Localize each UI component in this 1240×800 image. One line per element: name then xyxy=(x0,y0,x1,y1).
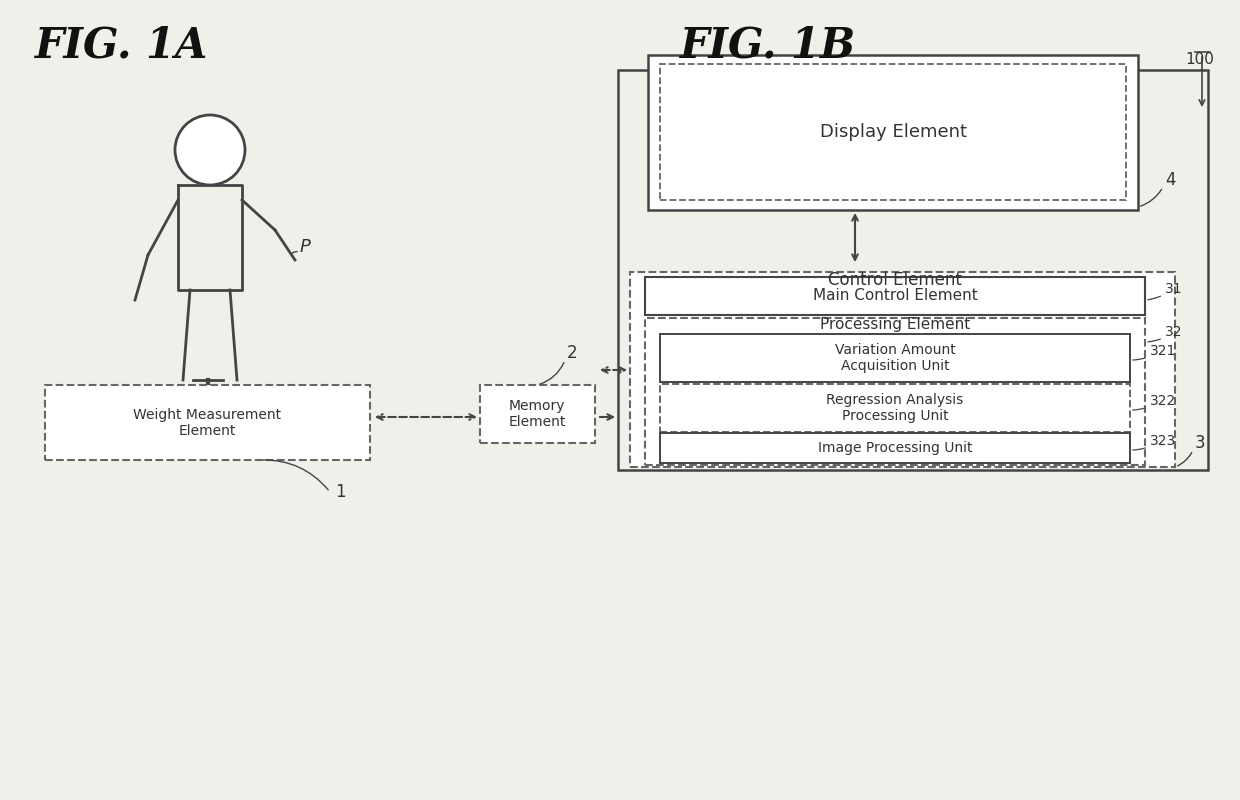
Text: Regression Analysis
Processing Unit: Regression Analysis Processing Unit xyxy=(826,393,963,423)
Text: Weight Measurement
Element: Weight Measurement Element xyxy=(133,408,281,438)
FancyBboxPatch shape xyxy=(630,272,1176,467)
FancyBboxPatch shape xyxy=(660,64,1126,200)
FancyBboxPatch shape xyxy=(660,433,1130,463)
Text: P: P xyxy=(300,238,311,256)
FancyBboxPatch shape xyxy=(645,318,1145,465)
Text: 31: 31 xyxy=(1166,282,1183,296)
Text: Control Element: Control Element xyxy=(828,271,962,289)
FancyBboxPatch shape xyxy=(649,55,1138,210)
Text: 322: 322 xyxy=(1149,394,1177,408)
Text: 32: 32 xyxy=(1166,325,1183,339)
Text: Memory
Element: Memory Element xyxy=(508,399,565,429)
FancyBboxPatch shape xyxy=(480,385,595,443)
Text: 3: 3 xyxy=(1195,434,1205,452)
FancyBboxPatch shape xyxy=(660,334,1130,382)
Text: 321: 321 xyxy=(1149,344,1177,358)
FancyBboxPatch shape xyxy=(45,385,370,460)
Text: 2: 2 xyxy=(567,344,578,362)
Text: 4: 4 xyxy=(1166,171,1176,189)
FancyBboxPatch shape xyxy=(618,70,1208,470)
Text: Display Element: Display Element xyxy=(820,123,966,141)
Text: 1: 1 xyxy=(335,483,346,501)
Text: Processing Element: Processing Element xyxy=(820,317,970,331)
FancyBboxPatch shape xyxy=(645,277,1145,315)
Text: 323: 323 xyxy=(1149,434,1177,448)
FancyBboxPatch shape xyxy=(660,384,1130,432)
Circle shape xyxy=(175,115,246,185)
Text: FIG. 1A: FIG. 1A xyxy=(35,25,208,67)
Text: Main Control Element: Main Control Element xyxy=(812,289,977,303)
Text: Image Processing Unit: Image Processing Unit xyxy=(817,441,972,455)
Text: Variation Amount
Acquisition Unit: Variation Amount Acquisition Unit xyxy=(835,343,955,373)
Text: 100: 100 xyxy=(1185,52,1214,67)
Text: FIG. 1B: FIG. 1B xyxy=(680,25,856,67)
